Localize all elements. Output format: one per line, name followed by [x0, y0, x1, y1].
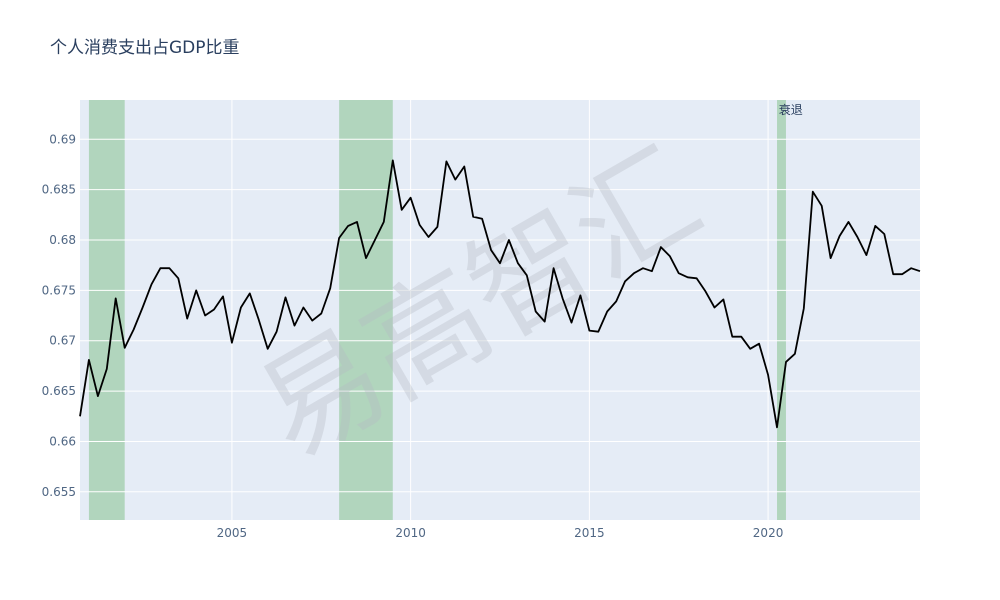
y-tick-label: 0.68 [49, 233, 76, 247]
y-tick-label: 0.67 [49, 334, 76, 348]
y-tick-label: 0.665 [42, 384, 76, 398]
recession-bands [88, 100, 786, 520]
y-tick-label: 0.69 [49, 132, 76, 146]
series-layer [79, 159, 921, 429]
recession-annotation: 衰退 [779, 102, 803, 117]
series-line [79, 159, 921, 429]
y-tick-label: 0.66 [49, 434, 76, 448]
y-tick-label: 0.675 [42, 283, 76, 297]
x-tick-label: 2010 [395, 526, 426, 540]
y-axis-ticks: 0.655 0.66 0.665 0.67 0.675 0.68 0.685 0.69 [42, 132, 76, 499]
x-axis-ticks: 2005 2010 2015 2020 [217, 526, 784, 540]
x-tick-label: 2020 [753, 526, 784, 540]
y-tick-label: 0.685 [42, 183, 76, 197]
grid-lines [80, 100, 920, 520]
chart-title: 个人消费支出占GDP比重 [50, 38, 240, 58]
recession-band [88, 100, 125, 520]
y-tick-label: 0.655 [42, 485, 76, 499]
x-tick-label: 2015 [574, 526, 605, 540]
x-tick-label: 2005 [217, 526, 248, 540]
recession-band [339, 100, 393, 520]
recession-band [777, 100, 786, 520]
